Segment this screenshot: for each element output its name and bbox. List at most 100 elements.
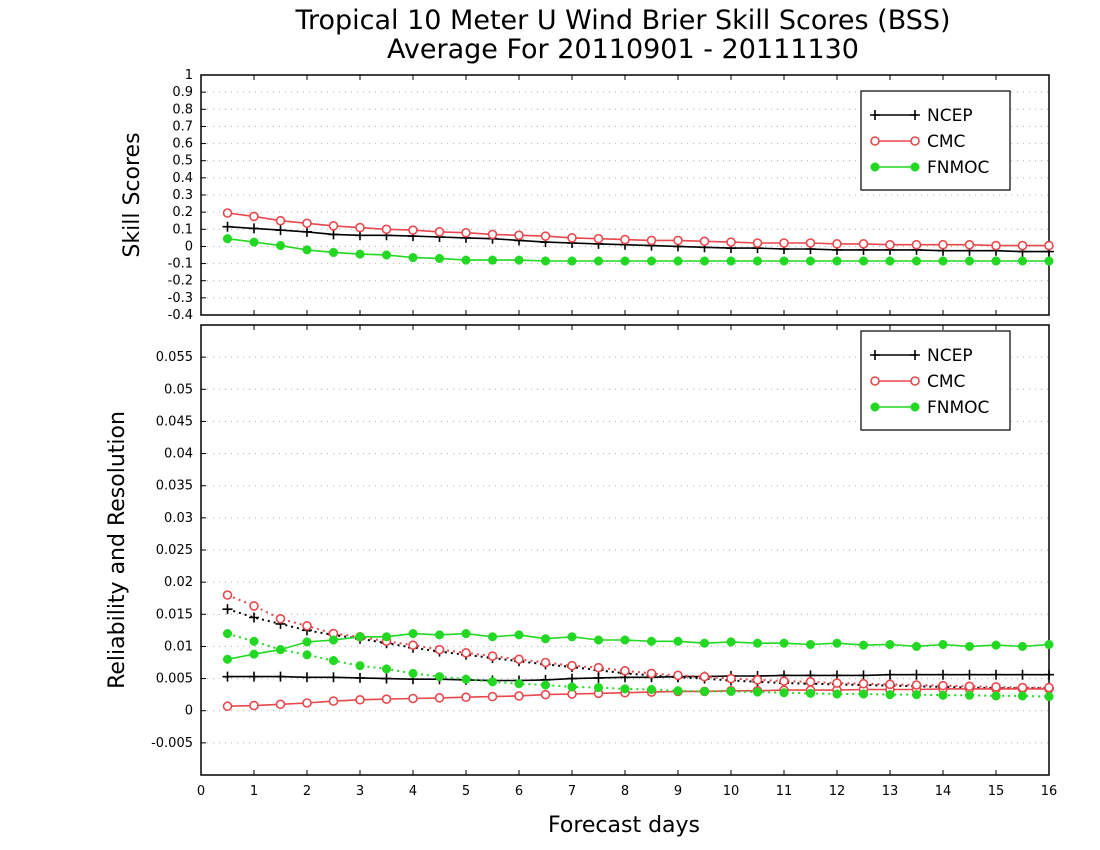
data-point (302, 672, 312, 683)
data-point (1044, 692, 1054, 702)
data-point (408, 629, 418, 639)
data-point (302, 621, 312, 631)
data-point (620, 256, 630, 266)
data-point (911, 680, 922, 690)
data-point (964, 256, 975, 266)
data-point (275, 225, 286, 236)
data-point (620, 635, 630, 645)
x-tick-label: 15 (988, 784, 1005, 799)
legend-entry-cmc: CMC (870, 372, 965, 392)
y-tick-label: 0.6 (172, 137, 193, 152)
series-line (227, 608, 1049, 690)
data-point (991, 640, 1001, 650)
series-ncep-resolution (222, 604, 1054, 694)
series-line (227, 688, 1049, 707)
data-point (885, 690, 895, 700)
y-tick-label: 0.005 (156, 672, 193, 687)
data-point (911, 690, 922, 700)
legend-label: CMC (927, 372, 965, 392)
data-point (567, 682, 577, 692)
series-line (227, 212, 1049, 247)
y-tick-label: 0 (185, 239, 193, 254)
data-point (540, 657, 551, 668)
data-point (275, 215, 286, 226)
x-tick-label: 4 (409, 784, 417, 799)
x-tick-label: 6 (515, 784, 523, 799)
data-point (593, 256, 604, 266)
data-point (328, 229, 339, 240)
data-point (302, 650, 312, 660)
x-tick-label: 5 (462, 784, 470, 799)
y-tick-label: 1 (185, 68, 193, 83)
data-point (434, 630, 445, 640)
data-point (858, 256, 869, 266)
data-point (302, 218, 312, 229)
data-point (805, 688, 816, 698)
data-point (991, 256, 1001, 266)
data-point (593, 662, 604, 673)
data-point (328, 635, 339, 645)
series-fnmoc (222, 234, 1054, 266)
data-point (567, 632, 577, 642)
data-point (646, 636, 657, 646)
data-point (832, 239, 842, 249)
data-point (646, 235, 657, 246)
data-point (328, 247, 339, 257)
data-point (249, 237, 259, 247)
data-point (540, 256, 551, 266)
legend-label: CMC (927, 132, 965, 152)
y-tick-label: 0.055 (156, 350, 193, 365)
y-tick-label: -0.005 (151, 736, 193, 751)
y-tick-label: 0.015 (156, 607, 193, 622)
data-point (461, 674, 471, 684)
data-point (938, 680, 948, 691)
data-point (249, 671, 259, 682)
y-tick-label: 0.02 (164, 575, 193, 590)
data-point (885, 669, 895, 680)
data-point (885, 639, 895, 650)
data-point (832, 256, 842, 266)
data-point (779, 638, 789, 648)
data-point (249, 636, 259, 646)
data-point (408, 693, 418, 704)
data-point (408, 225, 418, 235)
legend-entry-fnmoc: FNMOC (870, 398, 989, 418)
data-point (222, 604, 233, 615)
legend-marker (870, 350, 880, 360)
data-point (355, 694, 365, 705)
data-point (673, 670, 683, 681)
x-tick-label: 9 (674, 784, 682, 799)
y-tick-label: 0.5 (172, 154, 193, 169)
legend: NCEP CMC FNMOC (860, 90, 1011, 191)
data-point (249, 612, 259, 623)
y-axis-label: Skill Scores (120, 132, 145, 257)
data-point (964, 641, 975, 651)
data-point (964, 669, 975, 680)
y-tick-label: 0.025 (156, 543, 193, 558)
legend-marker (910, 162, 920, 172)
data-point (673, 636, 683, 646)
data-point (1017, 669, 1028, 680)
data-point (222, 221, 233, 232)
data-point (938, 690, 948, 700)
data-point (938, 639, 948, 650)
data-point (938, 239, 948, 250)
y-tick-label: -0.1 (168, 257, 193, 272)
legend-marker (910, 402, 920, 412)
data-point (355, 249, 365, 259)
y-tick-label: 0.3 (172, 188, 193, 203)
data-point (567, 673, 577, 684)
x-tick-label: 10 (723, 784, 740, 799)
data-point (222, 629, 233, 639)
x-tick-label: 8 (621, 784, 629, 799)
series-line (227, 632, 1050, 661)
data-point (938, 669, 948, 680)
y-tick-label: 0.045 (156, 414, 193, 429)
data-point (858, 678, 869, 689)
data-point (487, 677, 498, 687)
data-point (1044, 682, 1054, 693)
data-point (752, 675, 763, 685)
legend-marker (910, 376, 920, 386)
data-point (911, 641, 922, 651)
